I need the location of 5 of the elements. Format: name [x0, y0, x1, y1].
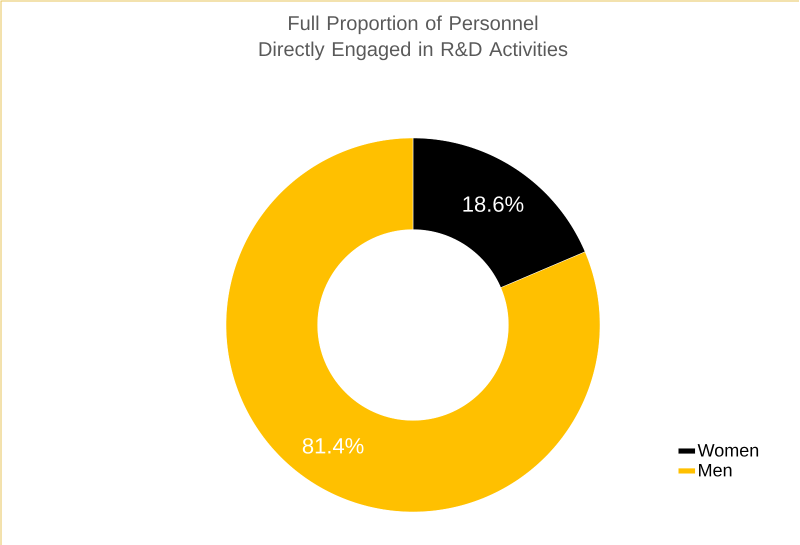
- data-label: 18.6%: [463, 196, 524, 212]
- legend-label: Women: [698, 444, 758, 457]
- data-label: 81.4%: [302, 438, 364, 454]
- legend-label: Men: [699, 464, 732, 477]
- chart-title: Full Proportion of Personnel Directly Engaged in R&D Activities: [260, 16, 568, 60]
